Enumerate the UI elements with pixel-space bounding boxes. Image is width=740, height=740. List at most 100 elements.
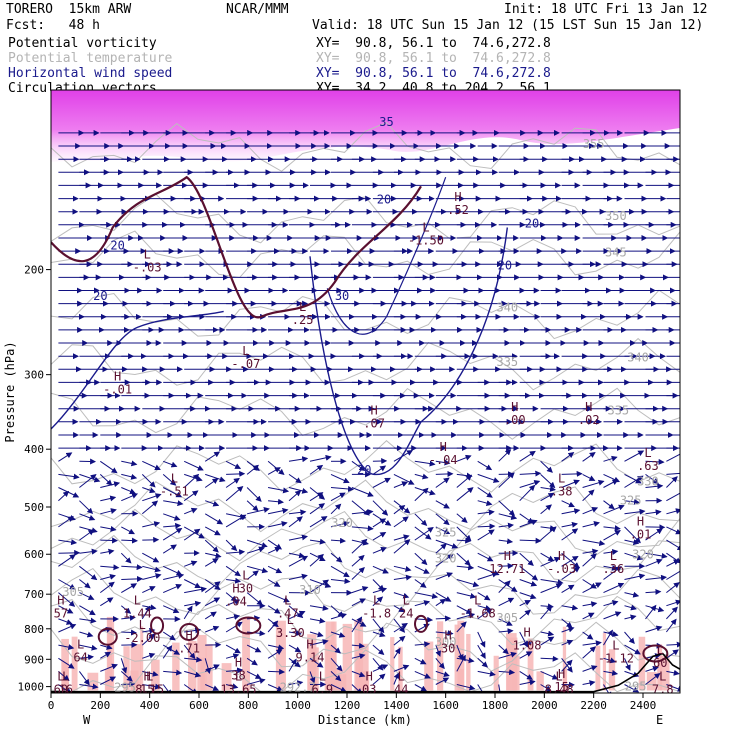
circulation-vector xyxy=(435,477,450,488)
circulation-vector xyxy=(561,470,583,477)
pv-extremum-value: -1.50 xyxy=(408,233,444,247)
circulation-vector xyxy=(330,605,344,618)
x-tick-label-5: 1000 xyxy=(284,699,311,712)
y-tick-label-2: 400 xyxy=(24,443,44,456)
circulation-vector xyxy=(414,641,431,648)
circulation-vector xyxy=(204,658,211,675)
circulation-vector xyxy=(666,649,679,659)
circulation-vector xyxy=(582,479,605,488)
circulation-vector xyxy=(58,644,75,651)
circulation-vector xyxy=(204,581,221,594)
pv-shading-lower-column xyxy=(595,645,601,691)
circulation-vector xyxy=(477,473,500,483)
circulation-vector xyxy=(79,617,97,624)
circulation-vector xyxy=(624,573,646,580)
circulation-vector xyxy=(540,557,561,567)
circulation-vector xyxy=(184,600,202,607)
pv-shading-lower-column xyxy=(197,634,207,691)
circulation-vector xyxy=(498,628,514,635)
circulation-vector xyxy=(309,604,329,611)
theta-label-3: 340 xyxy=(496,300,518,314)
pv-shading-lower-column xyxy=(172,642,180,691)
pv-shading-lower-column xyxy=(130,670,139,691)
theta-label-4: 340 xyxy=(627,350,649,364)
circulation-vector xyxy=(288,490,302,502)
circulation-vector xyxy=(624,475,644,488)
pv-extremum-kind: H xyxy=(371,403,378,417)
circulation-vector xyxy=(204,597,221,607)
circulation-vector xyxy=(582,680,596,687)
circulation-vector xyxy=(666,599,680,607)
pv-extremum-value: 3.30 xyxy=(276,626,305,640)
circulation-vector xyxy=(456,487,474,502)
circulation-vector xyxy=(603,455,618,462)
theta-label-5: 335 xyxy=(496,355,518,369)
pv-shading-lower-column xyxy=(646,672,657,691)
pv-shading-lower-column xyxy=(602,632,607,691)
circulation-vector xyxy=(477,529,495,541)
pv-extremum-kind: L xyxy=(659,670,666,684)
circulation-vector xyxy=(330,520,350,528)
circulation-vector xyxy=(204,684,220,691)
circulation-vector xyxy=(477,644,486,659)
circulation-vector xyxy=(666,559,680,567)
circulation-vector xyxy=(268,668,286,675)
circulation-vector xyxy=(666,526,680,535)
theta-isentrope xyxy=(51,289,680,340)
circulation-vector xyxy=(246,657,258,666)
circulation-vector xyxy=(414,579,427,588)
circulation-vector xyxy=(456,537,472,544)
pv-shading-lower-column xyxy=(424,641,434,691)
circulation-vector xyxy=(204,478,219,488)
circulation-vector xyxy=(309,617,326,624)
pv-shading-lower-column xyxy=(358,643,369,691)
circulation-vector xyxy=(309,631,324,638)
circulation-vector xyxy=(267,546,282,554)
circulation-vector xyxy=(582,582,602,594)
circulation-vector xyxy=(100,481,121,488)
circulation-vector xyxy=(666,669,680,676)
pv-extremum-7: H.00 xyxy=(504,400,526,427)
circulation-vector xyxy=(225,599,241,607)
circulation-vector xyxy=(582,548,599,555)
circulation-vector xyxy=(141,633,156,646)
circulation-vector xyxy=(477,608,493,620)
circulation-vector xyxy=(477,657,489,668)
circulation-vector xyxy=(225,565,241,577)
circulation-vector xyxy=(100,663,118,672)
circulation-vector xyxy=(205,552,222,559)
pv-extremum-value: -.51 xyxy=(160,485,189,499)
circulation-vector xyxy=(666,453,680,462)
pv-extremum-value: -.03 xyxy=(547,562,576,576)
circulation-vector xyxy=(498,651,517,659)
circulation-vector xyxy=(121,583,138,594)
circulation-vector xyxy=(393,622,408,633)
circulation-vector xyxy=(58,487,80,498)
circulation-vector xyxy=(79,631,94,638)
circulation-vector xyxy=(267,684,284,692)
pv-extremum-kind: H xyxy=(440,440,447,454)
theta-isentrope xyxy=(51,122,680,172)
circulation-vector xyxy=(246,500,259,512)
circulation-vector xyxy=(393,481,409,488)
circulation-vector xyxy=(393,574,412,581)
circulation-vector xyxy=(645,458,665,465)
circulation-vector xyxy=(267,605,281,614)
circulation-vector xyxy=(666,508,680,515)
circulation-vector xyxy=(162,527,183,541)
pv-shading-lower-column xyxy=(466,633,471,691)
circulation-vector xyxy=(393,516,409,528)
circulation-vector xyxy=(477,487,493,498)
pv-contour-blob xyxy=(150,616,165,635)
field-xy-wind: XY= 90.8, 56.1 to 74.6,272.8 xyxy=(316,66,551,81)
wind-label-7: 20 xyxy=(357,463,371,477)
circulation-vector xyxy=(414,657,427,665)
pv-extremum-value: 1.44 xyxy=(123,606,152,620)
circulation-vector xyxy=(58,579,76,590)
circulation-vector xyxy=(121,681,136,688)
pv-extremum-value: .52 xyxy=(447,203,469,217)
pv-extremum-value: .02 xyxy=(578,413,600,427)
y-axis-title: Pressure (hPa) xyxy=(3,341,17,442)
circulation-vector xyxy=(456,684,476,691)
circulation-vector xyxy=(79,644,98,651)
